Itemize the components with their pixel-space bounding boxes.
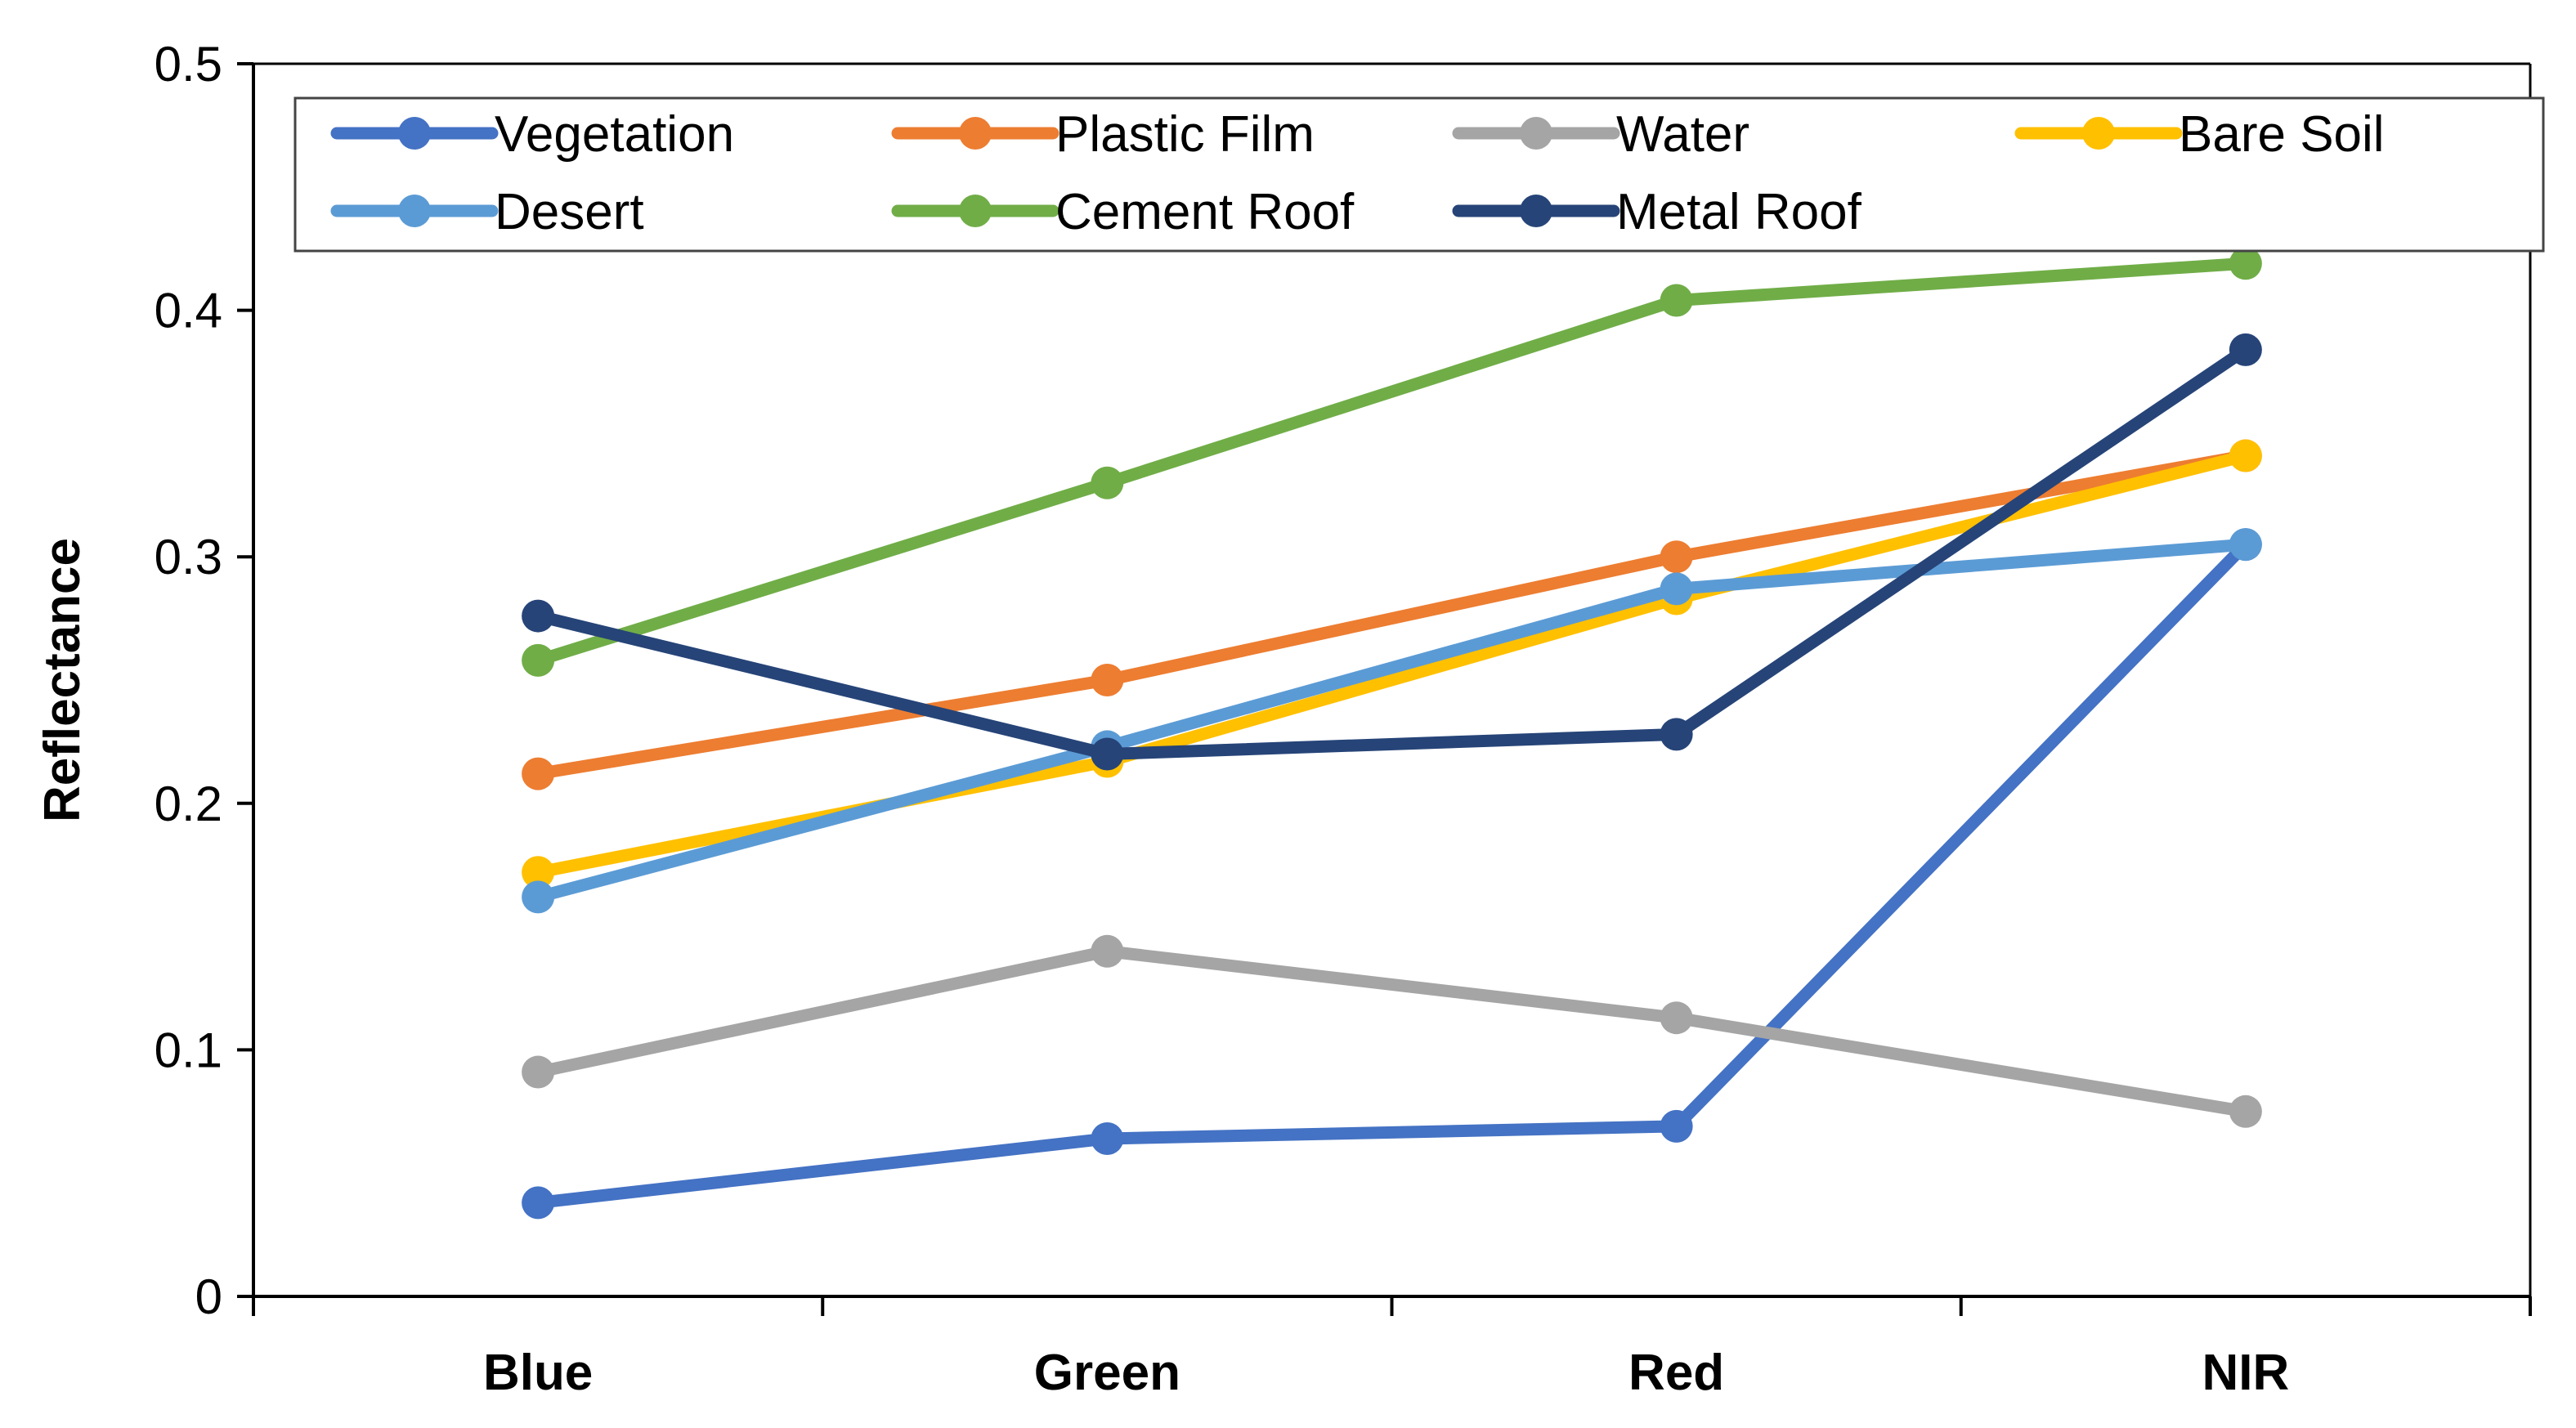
data-point [2229,247,2262,280]
y-axis-title: Reflectance [34,538,91,822]
y-tick-label: 0.3 [155,530,222,584]
x-category-label: Red [1628,1345,1724,1401]
y-tick-label: 0.2 [155,777,222,831]
series-line [531,450,2252,781]
x-axis-category-labels: Blue Green Red NIR [483,1345,2289,1401]
y-tick-label: 0.4 [155,284,222,338]
legend-label: Cement Roof [1055,184,1355,240]
legend-swatch-marker [398,195,431,227]
legend-item: Water [1452,106,1749,163]
series-line [531,343,2252,760]
series-line [531,945,2252,1118]
data-point [1660,540,1693,574]
legend: Vegetation Plastic Film Water Bare Soil Dese… [293,96,2545,253]
data-point [1091,934,1124,968]
y-tick-label: 0 [195,1269,222,1324]
legend-swatch-marker [959,195,992,227]
data-point [522,1186,555,1220]
legend-label: Water [1616,106,1749,163]
legend-item: Vegetation [330,106,734,163]
legend-item: Cement Roof [891,184,1355,240]
series-layer [522,247,2262,1220]
series-water [522,934,2262,1128]
data-point [522,880,555,914]
legend-swatch-marker [1520,195,1552,227]
y-axis-ticks: 0 0.1 0.2 0.3 0.4 0.5 [155,37,253,1324]
legend-item: Metal Roof [1452,184,1862,240]
series-metal-roof [522,333,2262,771]
legend-item: Bare Soil [2014,106,2385,163]
data-point [1091,737,1124,771]
data-point [522,856,555,889]
data-point [522,1055,555,1089]
legend-label: Plastic Film [1055,106,1315,163]
data-point [1091,664,1124,696]
legend-label: Vegetation [495,106,734,163]
data-point [1091,466,1124,499]
x-category-label: NIR [2202,1345,2289,1401]
data-point [1660,718,1693,751]
legend-item: Desert [330,184,644,240]
legend-label: Desert [495,184,644,240]
legend-swatch-marker [1520,117,1552,150]
legend-swatch-marker [2082,117,2115,150]
legend-box [293,96,2545,253]
data-point [2229,528,2262,562]
x-category-label: Green [1034,1345,1180,1401]
data-point [2229,439,2262,472]
series-line [531,538,2252,903]
data-point [522,643,555,677]
y-tick-label: 0.5 [155,37,222,92]
data-point [1660,284,1693,317]
data-point [522,599,555,633]
data-point [1091,1121,1124,1155]
legend-swatch-marker [398,117,431,150]
y-tick-label: 0.1 [155,1023,222,1077]
series-cement-roof [522,247,2262,677]
series-line [531,257,2252,667]
data-point [2229,1095,2262,1128]
series-line [531,538,2252,1209]
axes: 0 0.1 0.2 0.3 0.4 0.5 Blue Green Red NIR [155,37,2532,1401]
legend-item: Plastic Film [891,106,1315,163]
legend-label: Metal Roof [1616,184,1862,240]
x-category-label: Blue [483,1345,593,1401]
data-point [1660,1109,1693,1143]
legend-items: Vegetation Plastic Film Water Bare Soil Dese… [330,106,2385,240]
x-axis-ticks [252,1296,2532,1316]
legend-label: Bare Soil [2179,106,2385,163]
data-point [522,757,555,790]
data-point [1660,572,1693,606]
data-point [1660,1001,1693,1035]
legend-swatch-marker [959,117,992,150]
data-point [2229,333,2262,366]
